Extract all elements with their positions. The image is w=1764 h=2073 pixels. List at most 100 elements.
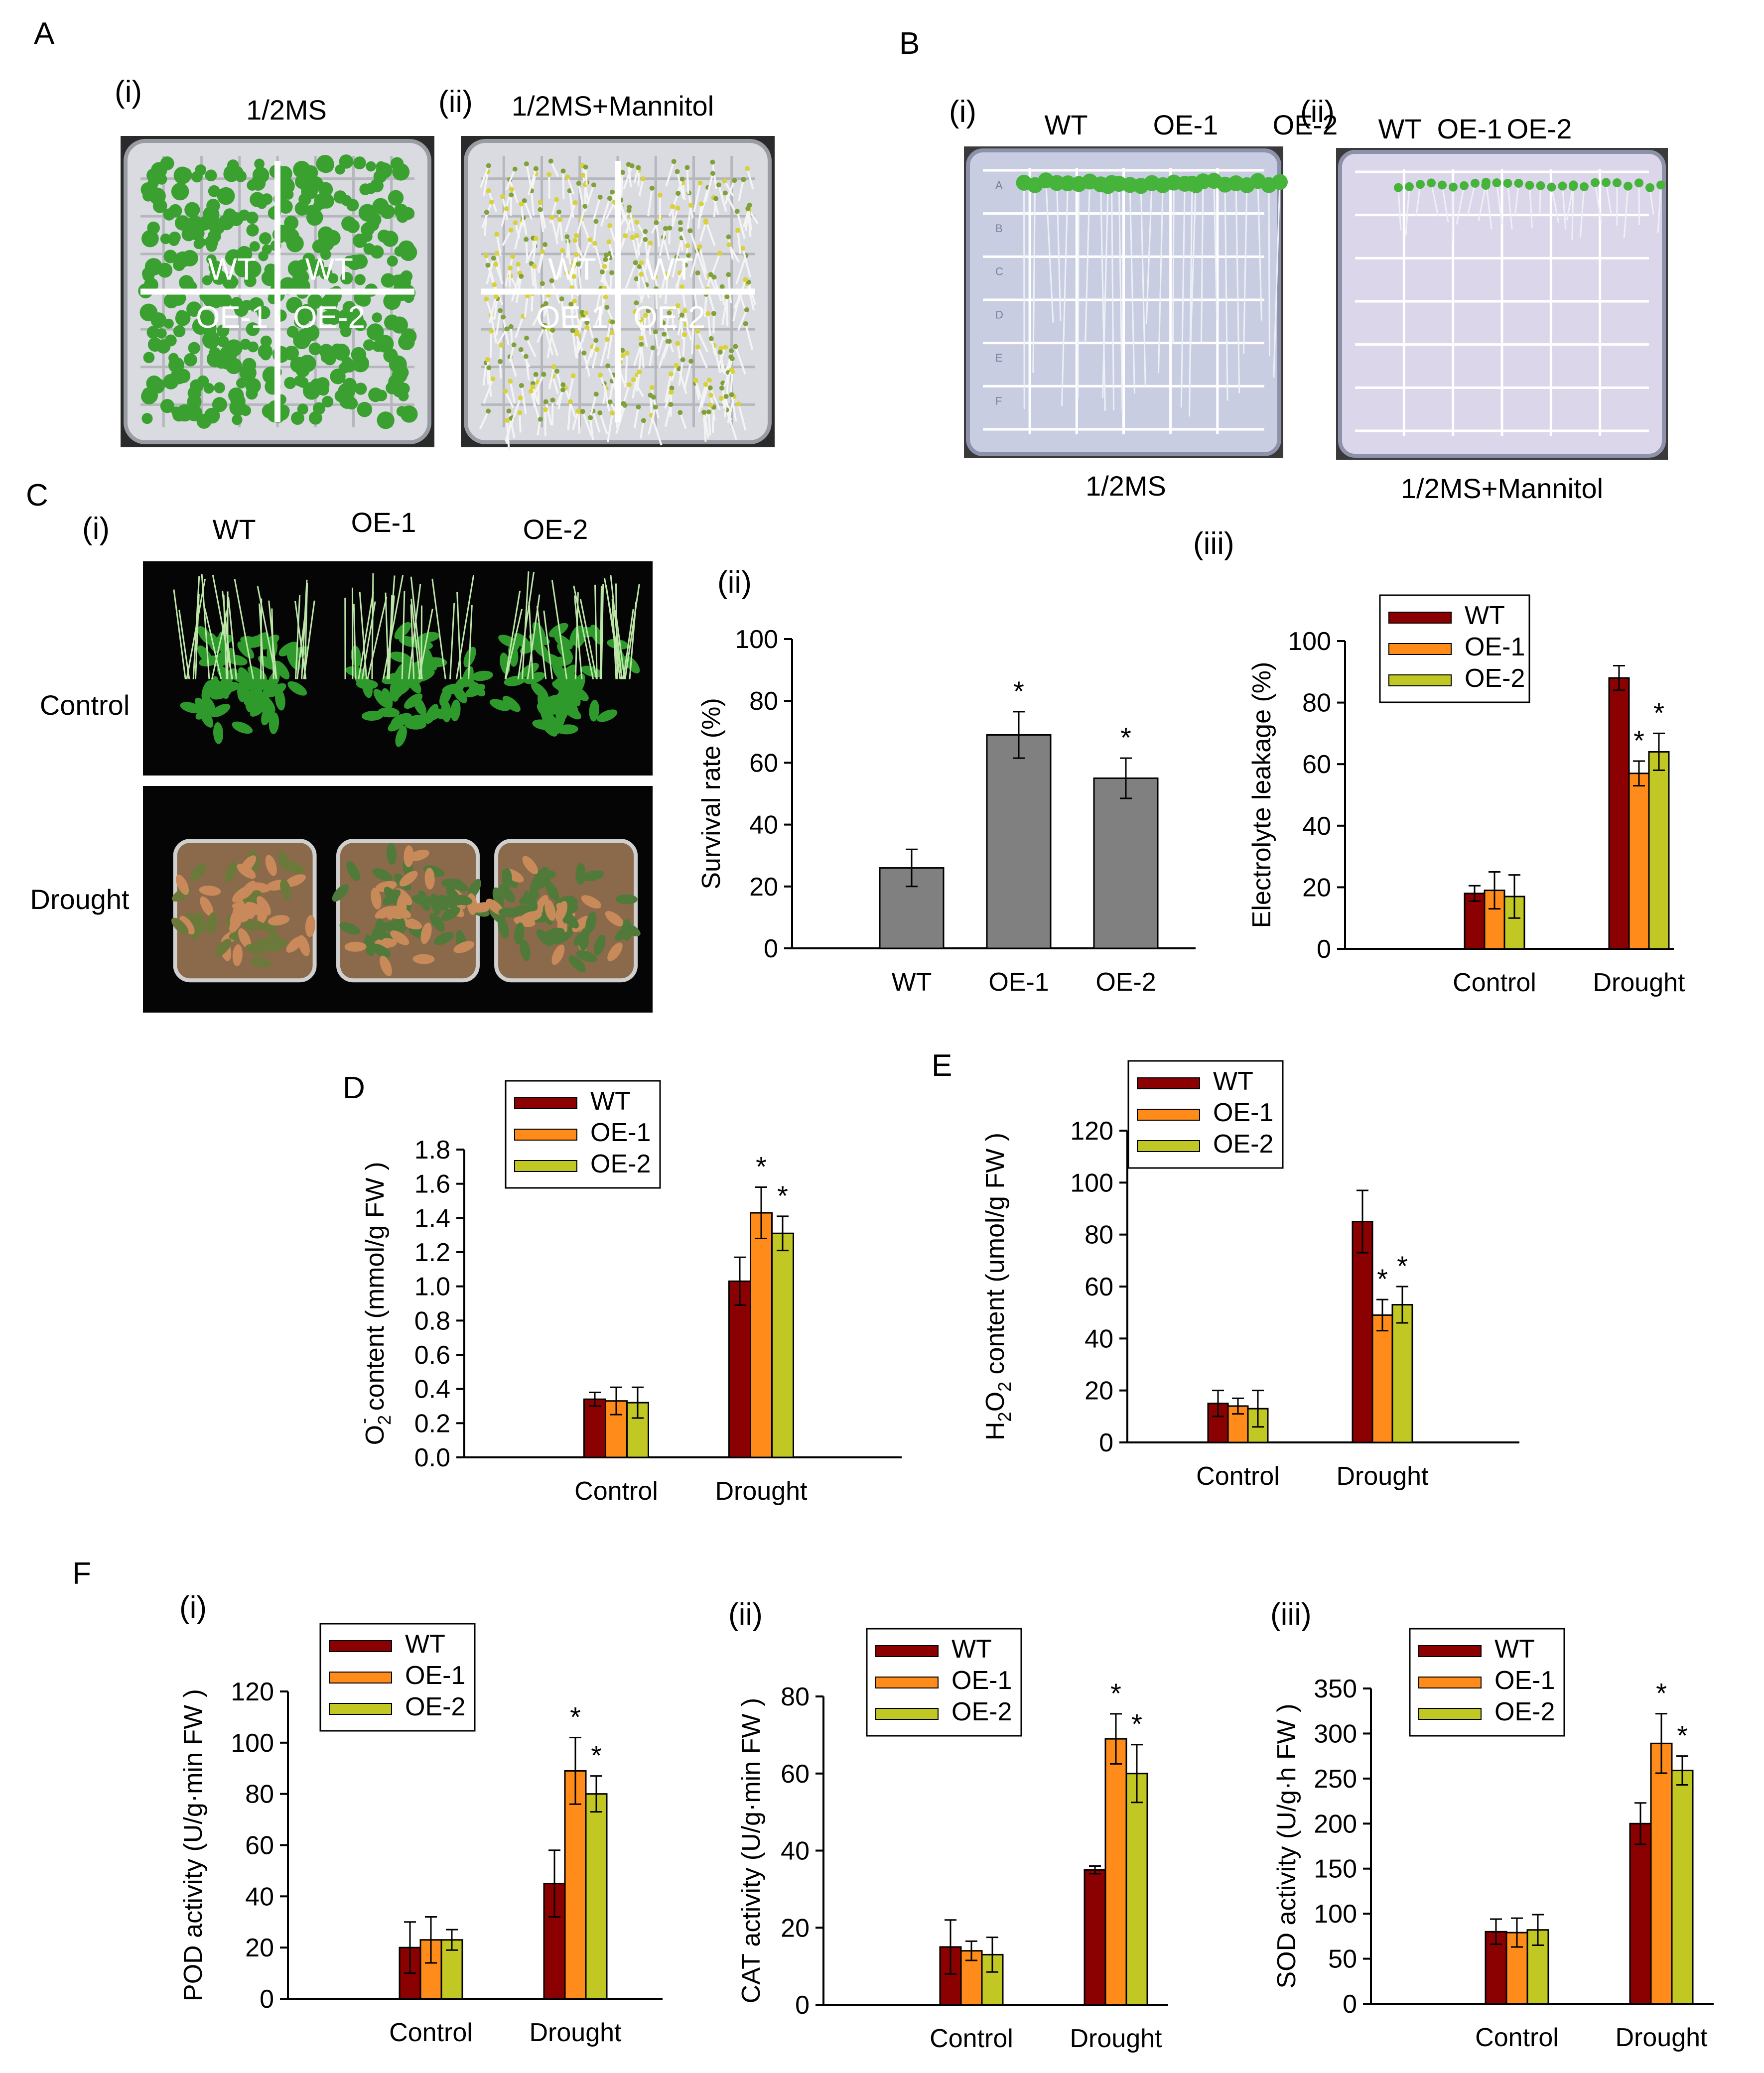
seedling	[141, 387, 158, 404]
ylabel-sub: 2	[994, 1412, 1015, 1422]
seedling	[716, 182, 721, 188]
seedling-root	[509, 381, 516, 404]
seedling-root	[532, 306, 544, 326]
seedling	[320, 311, 334, 325]
leaf	[589, 699, 599, 722]
seedling-root	[671, 365, 678, 382]
x-tick-label: WT	[892, 968, 932, 997]
seedling	[570, 263, 576, 269]
seedling-root	[738, 179, 745, 202]
leaf	[524, 891, 538, 911]
ylabel-sup: -	[353, 1418, 374, 1424]
seedling	[548, 158, 553, 164]
leaf	[397, 895, 407, 917]
seedling	[1416, 180, 1425, 189]
seedling	[499, 342, 504, 348]
seedling	[682, 332, 687, 337]
panel-B-i-header: OE-2	[1273, 109, 1338, 140]
seedling	[599, 269, 605, 274]
seedling-root	[1562, 186, 1567, 230]
seedling-root	[531, 293, 534, 312]
seedling-root	[685, 324, 692, 341]
leaf	[502, 696, 521, 712]
stem	[361, 601, 376, 679]
seedling-root	[620, 172, 624, 196]
leaf	[401, 917, 422, 930]
leaf	[238, 928, 252, 949]
seedling	[634, 276, 639, 281]
seedling-root	[482, 363, 487, 386]
leaf	[199, 708, 214, 728]
legend-swatch	[1418, 1645, 1482, 1657]
seedling-root	[572, 410, 579, 430]
seedling	[232, 414, 243, 425]
seedling	[206, 199, 220, 213]
seedling	[604, 305, 610, 310]
seedling	[567, 399, 573, 404]
stem	[624, 584, 640, 679]
seedling-root	[484, 212, 488, 236]
seedling	[208, 218, 226, 235]
seedling	[485, 357, 490, 362]
seedling-root	[564, 202, 576, 233]
leaf	[274, 660, 290, 680]
leaf	[429, 913, 445, 932]
legend-swatch	[514, 1097, 577, 1109]
seedling-root	[537, 251, 543, 271]
leaf	[247, 666, 267, 681]
seedling-root	[1032, 185, 1036, 373]
seedling-root	[555, 389, 564, 405]
legend-label: OE-1	[1465, 633, 1525, 661]
seedling	[260, 335, 272, 347]
leaf	[371, 943, 391, 958]
seedling	[254, 158, 265, 169]
significance-marker: *	[1397, 1250, 1408, 1282]
seedling-root	[1456, 185, 1465, 225]
seedling-root	[698, 246, 707, 273]
seedling	[173, 325, 186, 338]
seedling	[532, 263, 537, 269]
seedling	[637, 369, 642, 375]
stem	[260, 598, 263, 679]
seedling	[258, 344, 273, 359]
bar	[1628, 773, 1650, 950]
seedling	[205, 169, 217, 182]
seedling	[139, 303, 158, 322]
panel-C-i-photo-control	[143, 561, 653, 776]
bar	[1671, 1770, 1694, 2005]
seedling	[240, 405, 252, 416]
seedling	[667, 225, 673, 231]
y-tick-label: 40	[1302, 812, 1331, 841]
x-tick-label: Drought	[530, 2018, 622, 2047]
seedling	[278, 199, 293, 214]
y-tick-label: 20	[1302, 873, 1331, 902]
leaf	[395, 677, 417, 688]
y-tick-label: 60	[749, 749, 778, 777]
seedling-root	[648, 406, 657, 435]
seedling	[141, 230, 159, 248]
seedling-root	[502, 230, 512, 246]
seedling	[398, 333, 415, 351]
subpanel-label: (iii)	[1270, 1597, 1312, 1632]
significance-marker: *	[1653, 697, 1664, 728]
y-tick-label: 80	[749, 687, 778, 716]
leaf	[375, 918, 386, 940]
seedling	[236, 378, 247, 389]
seedling	[571, 260, 576, 265]
seedling	[257, 306, 271, 320]
plate-genotype-label: OE-2	[293, 300, 365, 335]
seedling	[264, 263, 277, 277]
legend-label: WT	[590, 1087, 631, 1116]
leaf	[615, 894, 638, 905]
seedling	[284, 346, 299, 361]
seedling-root	[579, 239, 591, 269]
legend-label: WT	[1494, 1635, 1535, 1664]
leaf	[404, 845, 414, 868]
stem	[401, 591, 406, 679]
seedling-root	[548, 328, 559, 356]
stem	[629, 601, 637, 679]
panel-C-i-column: OE-1	[351, 507, 416, 538]
y-tick-label: 0.8	[414, 1306, 450, 1335]
seedling	[661, 320, 666, 326]
seedling-root	[607, 332, 613, 360]
